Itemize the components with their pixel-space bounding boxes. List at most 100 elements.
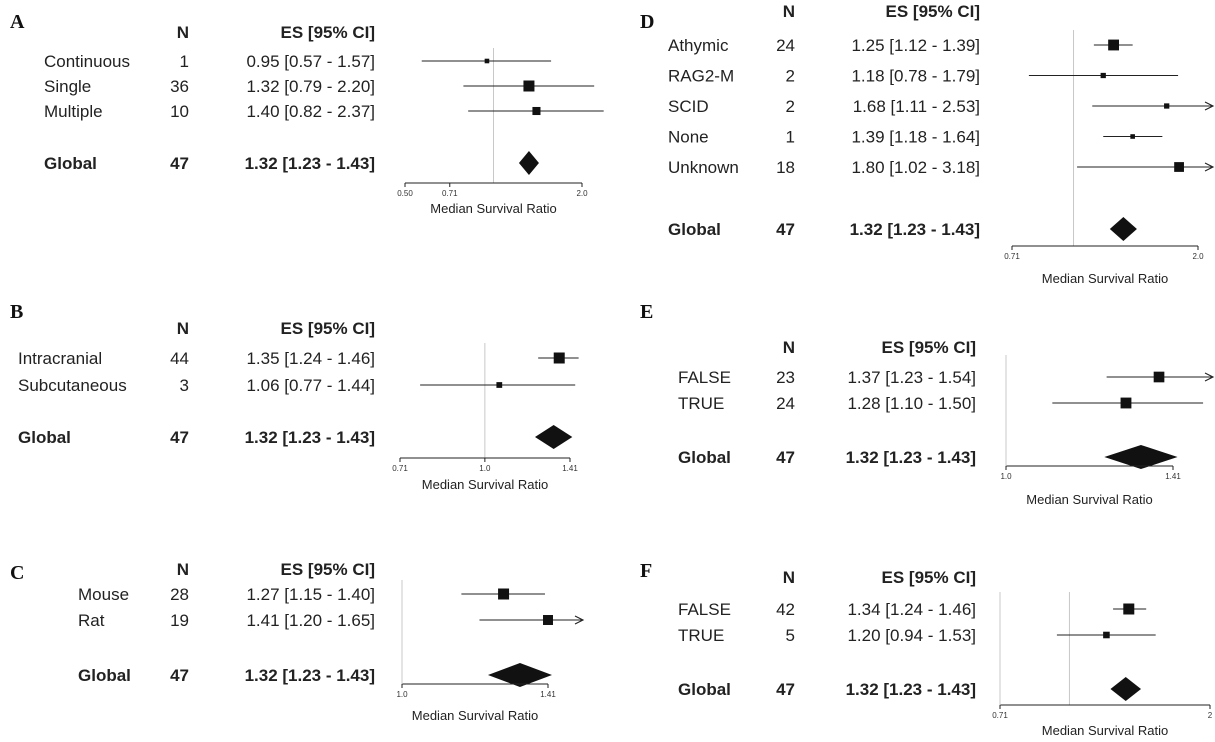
row-n: 5 [786, 626, 795, 645]
row-n: 44 [170, 349, 189, 368]
point-estimate [523, 80, 535, 92]
x-axis-tick-label: 1.0 [479, 464, 491, 473]
row-label: Athymic [668, 36, 729, 55]
point-estimate [1153, 371, 1165, 383]
row-n: 36 [170, 77, 189, 96]
global-diamond [1109, 217, 1137, 241]
row-es-ci: 1.18 [0.78 - 1.79] [851, 67, 980, 86]
row-es-ci: 1.28 [1.10 - 1.50] [847, 394, 976, 413]
header-es: ES [95% CI] [281, 23, 375, 42]
row-n: 1 [180, 52, 189, 71]
row-es-ci: 1.68 [1.11 - 2.53] [853, 97, 980, 116]
row-es-ci: 1.41 [1.20 - 1.65] [246, 611, 375, 630]
header-es: ES [95% CI] [886, 2, 980, 21]
row-label: Single [44, 77, 91, 96]
row-label: RAG2-M [668, 67, 734, 86]
x-axis-tick-label: 2.0 [1192, 252, 1204, 261]
header-n: N [177, 319, 189, 338]
x-axis-label: Median Survival Ratio [1026, 492, 1152, 507]
x-axis-tick-label: 1.41 [562, 464, 578, 473]
header-es: ES [95% CI] [281, 560, 375, 579]
panel-letter-e: E [640, 301, 653, 323]
global-label: Global [668, 220, 721, 239]
panel-letter-d: D [640, 11, 654, 33]
row-n: 24 [776, 36, 795, 55]
x-axis-tick-label: 1.0 [1000, 472, 1012, 481]
row-label: Mouse [78, 585, 129, 604]
global-diamond [1104, 445, 1178, 469]
row-es-ci: 1.80 [1.02 - 3.18] [851, 158, 980, 177]
row-label: Rat [78, 611, 105, 630]
row-label: Unknown [668, 158, 739, 177]
row-es-ci: 1.25 [1.12 - 1.39] [851, 36, 980, 55]
row-n: 3 [180, 376, 189, 395]
x-axis-tick-label: 0.71 [992, 711, 1008, 720]
row-es-ci: 1.39 [1.18 - 1.64] [851, 128, 980, 147]
point-estimate [1130, 134, 1135, 139]
x-axis-tick-label: 2 [1208, 711, 1213, 720]
row-n: 2 [786, 97, 795, 116]
row-label: None [668, 128, 709, 147]
point-estimate [553, 352, 565, 364]
row-label: Multiple [44, 102, 103, 121]
panel-letter-b: B [10, 301, 23, 323]
row-label: Continuous [44, 52, 130, 71]
global-es-ci: 1.32 [1.23 - 1.43] [846, 680, 976, 699]
point-estimate [496, 382, 503, 388]
global-es-ci: 1.32 [1.23 - 1.43] [846, 448, 976, 467]
x-axis-label: Median Survival Ratio [422, 477, 548, 492]
global-label: Global [678, 448, 731, 467]
row-label: Subcutaneous [18, 376, 127, 395]
row-es-ci: 1.37 [1.23 - 1.54] [847, 368, 976, 387]
row-es-ci: 1.06 [0.77 - 1.44] [246, 376, 375, 395]
panel-letter-a: A [10, 11, 25, 33]
row-n: 24 [776, 394, 795, 413]
row-label: SCID [668, 97, 709, 116]
row-es-ci: 1.34 [1.24 - 1.46] [847, 600, 976, 619]
row-n: 1 [786, 128, 795, 147]
point-estimate [1164, 103, 1170, 109]
x-axis-tick-label: 0.50 [397, 189, 413, 198]
point-estimate [1120, 397, 1132, 409]
x-axis-label: Median Survival Ratio [430, 201, 556, 216]
global-label: Global [44, 154, 97, 173]
row-n: 18 [776, 158, 795, 177]
point-estimate [1123, 603, 1135, 615]
global-label: Global [78, 666, 131, 685]
panel-letter-f: F [640, 560, 652, 582]
point-estimate [532, 106, 541, 116]
x-axis-tick-label: 0.71 [1004, 252, 1020, 261]
global-n: 47 [776, 448, 795, 467]
x-axis-tick-label: 1.41 [540, 690, 556, 699]
header-es: ES [95% CI] [281, 319, 375, 338]
row-n: 42 [776, 600, 795, 619]
row-n: 10 [170, 102, 189, 121]
header-n: N [177, 560, 189, 579]
global-n: 47 [776, 220, 795, 239]
point-estimate [1103, 631, 1110, 639]
row-label: FALSE [678, 368, 731, 387]
row-es-ci: 1.35 [1.24 - 1.46] [246, 349, 375, 368]
row-es-ci: 1.27 [1.15 - 1.40] [246, 585, 375, 604]
point-estimate [543, 615, 553, 625]
x-axis-tick-label: 0.71 [392, 464, 408, 473]
row-es-ci: 1.20 [0.94 - 1.53] [847, 626, 976, 645]
row-label: FALSE [678, 600, 731, 619]
header-es: ES [95% CI] [882, 338, 976, 357]
global-diamond [518, 151, 539, 175]
row-label: TRUE [678, 626, 724, 645]
point-estimate [484, 58, 490, 64]
header-n: N [783, 2, 795, 21]
ci-arrow [1204, 162, 1215, 172]
global-es-ci: 1.32 [1.23 - 1.43] [850, 220, 980, 239]
row-label: Intracranial [18, 349, 102, 368]
header-n: N [783, 338, 795, 357]
row-es-ci: 1.32 [0.79 - 2.20] [246, 77, 375, 96]
global-diamond [534, 425, 573, 449]
row-n: 23 [776, 368, 795, 387]
global-label: Global [18, 428, 71, 447]
x-axis-label: Median Survival Ratio [1042, 271, 1168, 286]
global-n: 47 [170, 666, 189, 685]
row-n: 2 [786, 67, 795, 86]
